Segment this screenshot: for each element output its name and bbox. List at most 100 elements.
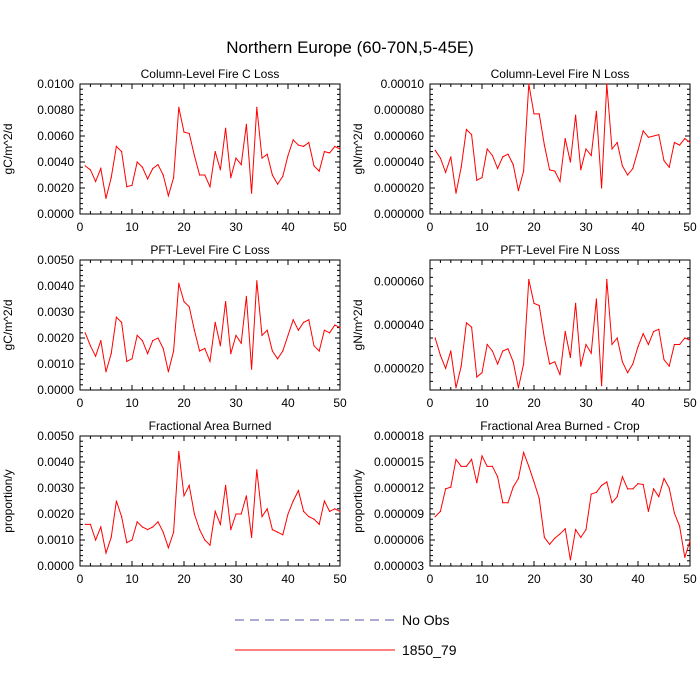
y-tick-label: 0.000020 (374, 181, 424, 195)
data-point (653, 135, 655, 137)
data-point (84, 165, 86, 167)
data-point (575, 529, 577, 531)
data-point (282, 534, 284, 536)
data-point (209, 186, 211, 188)
panel-4: PFT-Level Fire N Loss gN/m^2/d 0 10 20 30 40 50… (351, 243, 697, 410)
data-point (251, 192, 253, 194)
panel-title: PFT-Level Fire N Loss (500, 243, 619, 257)
y-axis-label: gN/m^2/d (351, 300, 365, 351)
data-point (528, 278, 530, 281)
data-point (668, 365, 670, 367)
data-point (549, 543, 551, 545)
x-tick-label: 20 (527, 396, 541, 410)
data-point (251, 368, 253, 370)
data-point (632, 488, 634, 490)
data-point (100, 526, 102, 528)
data-point (491, 154, 493, 157)
data-point (303, 321, 305, 323)
data-point (266, 153, 268, 155)
data-point (297, 329, 299, 331)
data-point (147, 529, 149, 531)
y-axis-label: proportion/y (1, 469, 15, 532)
data-point (303, 510, 305, 512)
x-tick-label: 0 (427, 220, 434, 234)
x-tick-label: 20 (527, 572, 541, 586)
x-tick-label: 50 (333, 396, 347, 410)
data-point (460, 465, 462, 467)
data-point (663, 359, 665, 361)
x-tick-label: 10 (475, 220, 489, 234)
data-point (585, 148, 587, 150)
data-point (188, 484, 190, 486)
data-point (497, 363, 499, 365)
panel-title: Fractional Area Burned - Crop (480, 419, 640, 433)
data-point (632, 363, 634, 365)
series-line (434, 450, 691, 561)
data-point (193, 513, 195, 515)
data-point (199, 529, 201, 531)
data-point (225, 484, 227, 486)
data-point (627, 488, 629, 490)
data-point (580, 169, 582, 171)
data-point (240, 342, 242, 344)
y-tick-label: 0.0000 (37, 207, 74, 221)
data-point (147, 178, 149, 180)
x-tick-label: 10 (475, 396, 489, 410)
y-tick-label: 0.000015 (374, 455, 424, 469)
x-tick-label: 50 (333, 220, 347, 234)
data-point (590, 154, 592, 157)
panel-frame (79, 259, 341, 391)
y-tick-label: 0.0050 (37, 253, 74, 267)
data-point (668, 166, 670, 168)
data-point (178, 106, 180, 108)
data-point (214, 151, 216, 153)
y-tick-label: 0.000009 (374, 507, 424, 521)
data-point (637, 149, 639, 151)
data-point (240, 164, 242, 166)
data-point (460, 166, 462, 168)
data-point (689, 540, 691, 542)
data-point (167, 547, 169, 549)
y-tick-label: 0.000080 (374, 103, 424, 117)
x-tick-label: 20 (177, 220, 191, 234)
data-point (266, 329, 268, 331)
data-point (329, 510, 331, 512)
data-point (131, 184, 133, 186)
data-point (611, 343, 613, 346)
y-tick-label: 0.0050 (37, 429, 74, 443)
data-point (313, 345, 315, 347)
data-point (590, 352, 592, 354)
data-point (188, 132, 190, 134)
panel-title: Fractional Area Burned (149, 419, 272, 433)
data-point (245, 123, 247, 125)
data-point (471, 134, 473, 136)
data-point (178, 451, 180, 453)
legend-label: No Obs (402, 612, 449, 628)
x-tick-label: 20 (527, 220, 541, 234)
data-point (339, 510, 341, 512)
data-point (245, 295, 247, 297)
data-point (507, 502, 509, 504)
data-point (554, 361, 556, 363)
data-point (533, 113, 535, 115)
data-point (653, 330, 655, 333)
panel-6: Fractional Area Burned - Crop proportion/… (351, 419, 697, 586)
data-point (131, 539, 133, 541)
data-point (308, 319, 310, 321)
x-tick-label: 10 (475, 572, 489, 586)
data-point (162, 347, 164, 349)
data-point (334, 324, 336, 326)
data-point (658, 134, 660, 136)
data-point (476, 179, 478, 181)
data-point (230, 177, 232, 179)
panel-3: PFT-Level Fire C Loss gC/m^2/d 0 10 20 30 40 50… (1, 243, 347, 410)
data-point (621, 361, 624, 363)
data-point (84, 523, 86, 526)
data-point (329, 332, 331, 334)
data-point (507, 153, 509, 155)
data-point (564, 528, 566, 530)
data-point (517, 477, 520, 480)
data-point (564, 330, 566, 333)
data-point (209, 544, 211, 546)
data-point (214, 321, 216, 323)
